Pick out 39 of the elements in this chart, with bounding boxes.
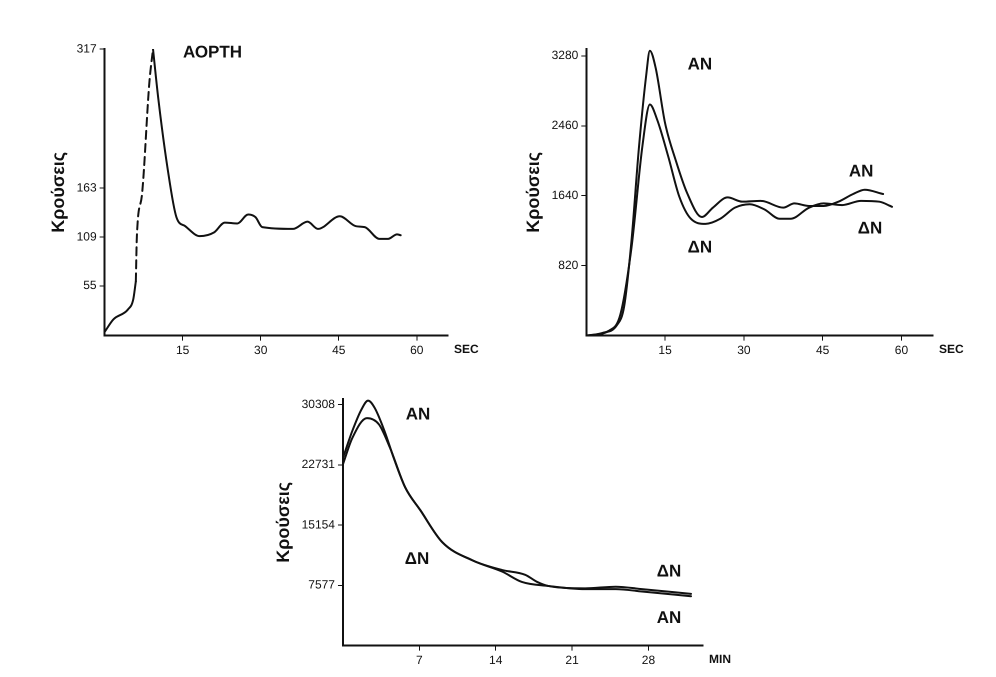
y-tick-label: 820	[558, 258, 579, 272]
text: ΑΝ	[688, 54, 712, 74]
y-tick-label: 55	[83, 278, 97, 292]
series-label: ΑΝ	[848, 162, 874, 181]
y-tick-label: 109	[76, 229, 97, 244]
series-label: ΔΝ	[656, 562, 682, 581]
x-axis-title: MIN	[709, 652, 731, 666]
y-tick-label: 22731	[302, 457, 336, 472]
annotation: ΑΟΡΤΗ	[183, 42, 242, 62]
text: ΑΝ	[406, 404, 430, 424]
y-tick-label: 7577	[308, 578, 336, 592]
y-tick-label: 15154	[302, 517, 336, 532]
x-tick-label: 7	[416, 653, 423, 668]
x-tick-label: 28	[642, 653, 656, 668]
y-tick-label: 1640	[552, 188, 579, 202]
y-tick-label: 3280	[552, 48, 579, 62]
y-axis-title: Κρούσεις	[522, 152, 543, 233]
x-tick-label: 45	[332, 343, 346, 358]
y-axis-title: Κρούσεις	[48, 152, 68, 233]
x-tick-label: 30	[254, 343, 268, 358]
x-tick-label: 60	[894, 343, 908, 358]
text: ΔΝ	[404, 548, 430, 568]
x-tick-label: 15	[176, 343, 190, 358]
y-tick-label: 30308	[302, 396, 336, 411]
x-axis-title: SEC	[939, 342, 964, 356]
y-tick-label: 163	[76, 180, 97, 195]
series-label: ΑΝ	[656, 608, 682, 627]
y-tick-label: 317	[76, 41, 97, 56]
x-tick-label: 21	[565, 653, 580, 668]
x-tick-label: 60	[410, 343, 424, 358]
x-tick-label: 45	[816, 343, 830, 358]
x-tick-label: 30	[737, 343, 751, 358]
x-tick-label: 14	[489, 653, 503, 668]
y-axis-title: Κρούσεις	[272, 482, 293, 563]
text: ΔΝ	[858, 218, 882, 238]
series-label: ΔΝ	[688, 237, 712, 256]
x-tick-label: 15	[658, 343, 672, 358]
x-axis-title: SEC	[454, 342, 480, 356]
y-tick-label: 2460	[552, 118, 579, 132]
